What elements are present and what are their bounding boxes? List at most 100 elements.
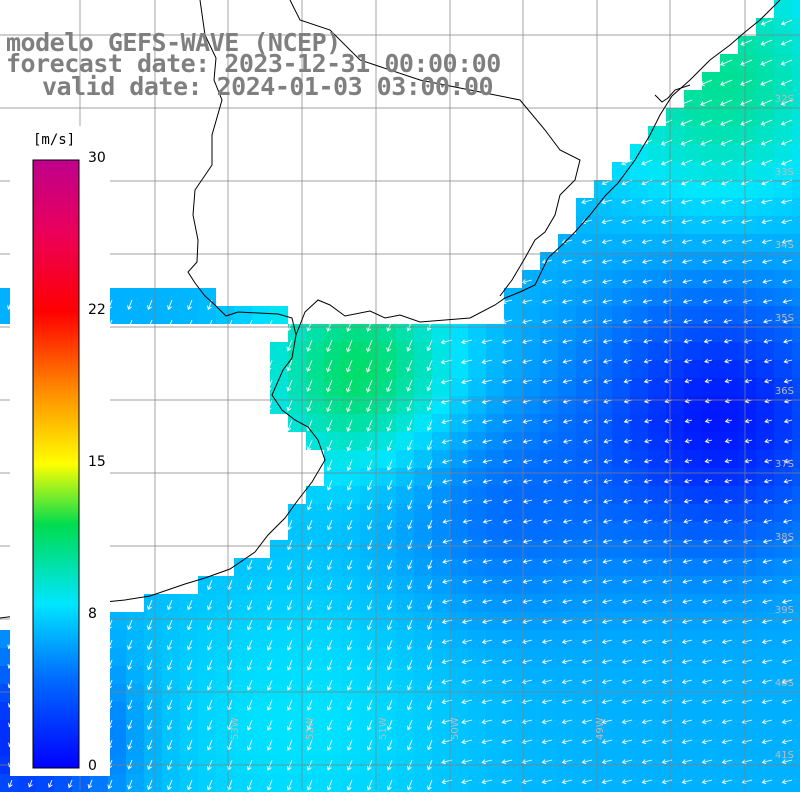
wind-arrow [663,518,673,524]
wind-arrow [722,298,733,304]
field-cell [666,396,684,414]
field-cell [720,504,738,522]
field-cell [396,450,414,468]
field-cell [720,540,738,558]
field-cell [630,504,648,522]
wind-arrow [427,519,433,530]
wind-arrow [541,719,553,725]
field-cell [108,720,126,738]
wind-arrow [246,659,253,671]
wind-arrow [601,739,613,745]
field-cell [144,594,162,612]
field-cell [198,576,216,594]
field-cell [774,126,792,144]
field-cell [144,720,162,738]
field-cell [288,504,306,522]
wind-arrow [167,299,173,311]
wind-arrow [561,699,573,705]
wind-arrow [603,478,613,484]
wind-arrow [206,639,213,651]
field-cell [234,738,252,756]
wind-arrow [306,379,313,393]
field-cell [234,576,252,594]
wind-arrow [542,438,553,444]
wind-arrow [724,458,733,464]
field-cell [270,342,288,360]
field-cell [144,648,162,666]
field-cell [684,558,702,576]
wind-arrow [561,259,573,265]
field-cell [774,18,792,36]
field-cell [378,324,396,342]
field-cell [720,288,738,306]
field-cell [558,324,576,342]
wind-arrow [346,719,353,731]
field-cell [360,612,378,630]
wind-arrow [781,779,793,785]
wind-arrow [501,679,513,685]
field-cell [630,342,648,360]
wind-arrow [741,219,753,225]
wind-arrow [581,259,593,265]
field-cell [306,666,324,684]
field-cell [612,648,630,666]
wind-arrow [387,519,393,530]
field-cell [738,360,756,378]
wind-arrow [306,639,313,651]
field-cell [504,684,522,702]
field-cell [126,630,144,648]
field-cell [684,234,702,252]
field-cell [648,648,666,666]
field-cell [648,432,666,450]
field-cell [702,414,720,432]
field-cell [576,450,594,468]
field-cell [720,360,738,378]
field-cell [252,702,270,720]
wind-arrow [582,338,593,344]
wind-arrow [760,59,773,66]
field-cell [738,720,756,738]
wind-arrow [681,739,693,745]
wind-arrow [783,478,793,484]
field-cell [540,720,558,738]
wind-arrow [561,679,573,685]
wind-arrow [703,318,713,324]
wind-arrow [462,579,473,584]
field-cell [288,684,306,702]
field-cell [648,216,666,234]
wind-arrow [326,639,333,651]
wind-arrow [623,438,633,444]
colorbar-tick: 8 [88,606,97,622]
wind-arrow [582,498,593,504]
field-cell [342,630,360,648]
wind-arrow [266,719,273,731]
wind-arrow [207,579,213,591]
field-cell [756,504,774,522]
field-cell [774,522,792,540]
wind-arrow [501,339,513,345]
wind-arrow [387,619,393,631]
wind-arrow [306,659,313,671]
field-cell [756,486,774,504]
field-cell [576,216,594,234]
wind-arrow [760,199,773,205]
field-cell [432,342,450,360]
field-cell [468,522,486,540]
field-cell [738,378,756,396]
field-cell [738,72,756,90]
wind-arrow [441,439,453,445]
wind-arrow [147,619,153,631]
wind-arrow [740,39,753,46]
field-cell [792,306,800,324]
field-cell [630,396,648,414]
field-cell [792,486,800,504]
field-cell [648,162,666,180]
field-cell [594,396,612,414]
field-cell [684,666,702,684]
wind-arrow [702,579,713,584]
wind-arrow [461,739,473,745]
field-cell [666,486,684,504]
field-cell [504,612,522,630]
field-cell [450,702,468,720]
